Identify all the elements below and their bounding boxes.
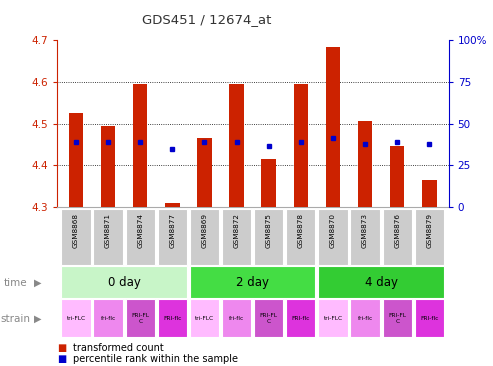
Text: GSM8877: GSM8877 — [170, 213, 176, 248]
Bar — [126, 299, 155, 337]
Text: transformed count: transformed count — [73, 343, 164, 353]
Bar — [415, 299, 444, 337]
Text: tri-FLC: tri-FLC — [195, 316, 214, 321]
Bar — [61, 299, 91, 337]
Text: GSM8868: GSM8868 — [73, 213, 79, 248]
Text: ■: ■ — [57, 354, 66, 364]
Text: 0 day: 0 day — [108, 276, 141, 289]
Bar — [383, 299, 412, 337]
Bar — [318, 209, 348, 265]
Bar — [190, 299, 219, 337]
Bar — [383, 209, 412, 265]
Text: GSM8873: GSM8873 — [362, 213, 368, 248]
Bar — [190, 209, 219, 265]
Text: FRI-FL
C: FRI-FL C — [131, 313, 149, 324]
Text: ▶: ▶ — [34, 277, 41, 288]
Bar — [190, 266, 316, 298]
Text: FRI-flc: FRI-flc — [292, 316, 310, 321]
Text: tri-FLC: tri-FLC — [67, 316, 85, 321]
Bar — [261, 159, 276, 207]
Bar — [101, 126, 115, 207]
Text: GSM8871: GSM8871 — [105, 213, 111, 248]
Bar — [254, 209, 283, 265]
Bar — [415, 209, 444, 265]
Bar — [358, 122, 372, 207]
Bar — [318, 266, 444, 298]
Text: GSM8870: GSM8870 — [330, 213, 336, 248]
Bar — [94, 299, 123, 337]
Text: GSM8879: GSM8879 — [426, 213, 432, 248]
Bar — [94, 209, 123, 265]
Text: time: time — [4, 277, 28, 288]
Text: strain: strain — [0, 314, 31, 324]
Text: tri-FLC: tri-FLC — [323, 316, 343, 321]
Bar — [126, 209, 155, 265]
Text: GSM8874: GSM8874 — [137, 213, 143, 248]
Text: fri-flc: fri-flc — [229, 316, 244, 321]
Bar — [286, 299, 316, 337]
Text: GSM8878: GSM8878 — [298, 213, 304, 248]
Bar — [222, 209, 251, 265]
Text: 4 day: 4 day — [365, 276, 398, 289]
Bar — [229, 84, 244, 207]
Bar — [351, 299, 380, 337]
Text: ▶: ▶ — [34, 314, 41, 324]
Bar — [326, 46, 340, 207]
Text: GSM8875: GSM8875 — [266, 213, 272, 248]
Bar — [294, 84, 308, 207]
Bar — [254, 299, 283, 337]
Bar — [158, 209, 187, 265]
Text: GSM8876: GSM8876 — [394, 213, 400, 248]
Bar — [318, 299, 348, 337]
Text: percentile rank within the sample: percentile rank within the sample — [73, 354, 238, 364]
Bar — [286, 209, 316, 265]
Bar — [222, 299, 251, 337]
Bar — [197, 138, 211, 207]
Text: GDS451 / 12674_at: GDS451 / 12674_at — [142, 13, 272, 26]
Text: GSM8872: GSM8872 — [234, 213, 240, 248]
Bar — [165, 203, 179, 207]
Text: fri-flc: fri-flc — [357, 316, 373, 321]
Bar — [61, 266, 187, 298]
Text: ■: ■ — [57, 343, 66, 353]
Bar — [390, 146, 404, 207]
Text: FRI-flc: FRI-flc — [163, 316, 181, 321]
Bar — [351, 209, 380, 265]
Bar — [158, 299, 187, 337]
Text: FRI-FL
C: FRI-FL C — [260, 313, 278, 324]
Bar — [69, 113, 83, 207]
Text: FRI-flc: FRI-flc — [420, 316, 439, 321]
Text: GSM8869: GSM8869 — [202, 213, 208, 248]
Bar — [422, 180, 437, 207]
Bar — [133, 84, 147, 207]
Text: FRI-FL
C: FRI-FL C — [388, 313, 406, 324]
Text: fri-flc: fri-flc — [101, 316, 116, 321]
Bar — [61, 209, 91, 265]
Text: 2 day: 2 day — [236, 276, 269, 289]
